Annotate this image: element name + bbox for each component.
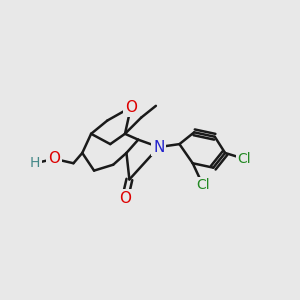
Text: O: O: [119, 191, 131, 206]
Text: Cl: Cl: [196, 178, 210, 192]
Text: N: N: [153, 140, 164, 154]
Text: Cl: Cl: [237, 152, 251, 166]
Text: H: H: [30, 156, 40, 170]
Text: O: O: [48, 151, 60, 166]
Text: O: O: [125, 100, 137, 115]
